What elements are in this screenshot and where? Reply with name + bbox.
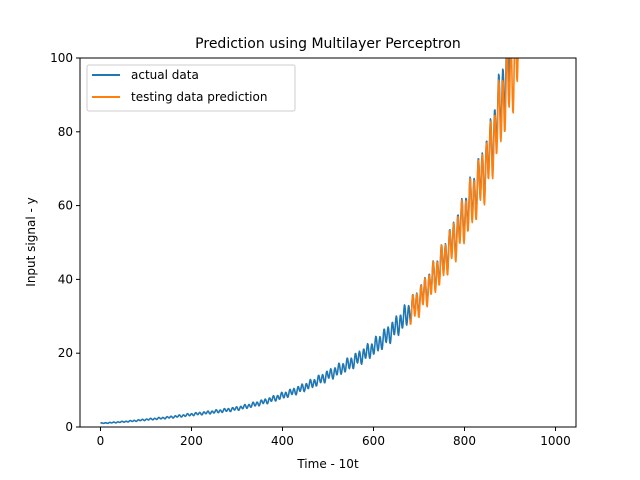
x-tick-label: 200 (180, 434, 203, 448)
x-axis-ticks: 0 200 400 600 800 1000 (97, 427, 571, 448)
x-tick-label: 800 (453, 434, 476, 448)
plot-frame (79, 57, 577, 428)
x-tick-label: 400 (271, 434, 294, 448)
y-tick-label: 80 (58, 125, 73, 139)
x-tick-label: 0 (97, 434, 105, 448)
y-tick-label: 40 (58, 272, 73, 286)
series-layer (100, 58, 519, 425)
y-axis-ticks: 0 20 40 60 80 100 (50, 51, 80, 434)
y-tick-label: 100 (50, 51, 73, 65)
legend-box (86, 64, 296, 112)
series-line-testing-data-prediction (409, 58, 519, 325)
legend-label-testing-data-prediction: testing data prediction (131, 90, 267, 104)
y-axis-label: Input signal - y (24, 197, 38, 286)
x-tick-label: 600 (362, 434, 385, 448)
y-tick-label: 0 (65, 420, 73, 434)
x-axis-label: Time - 10t (296, 457, 359, 471)
legend: actual data testing data prediction (86, 64, 296, 112)
chart-title: Prediction using Multilayer Perceptron (195, 36, 461, 52)
x-tick-label: 1000 (540, 434, 571, 448)
y-tick-label: 20 (58, 346, 73, 360)
legend-label-actual-data: actual data (131, 68, 199, 82)
y-tick-label: 60 (58, 199, 73, 213)
